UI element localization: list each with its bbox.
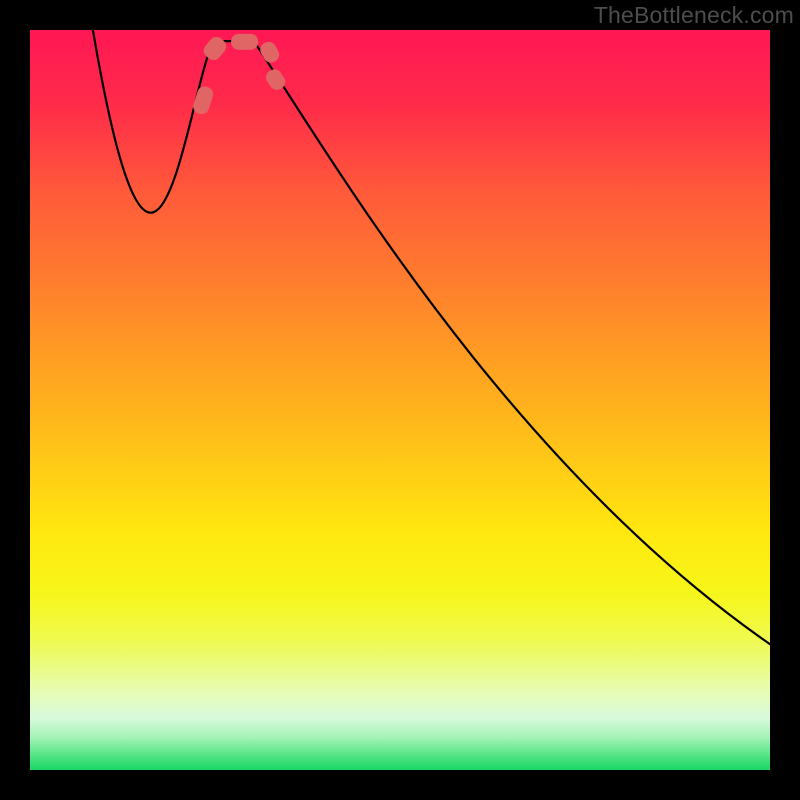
bottleneck-curve-chart xyxy=(0,0,800,800)
curve-marker xyxy=(232,34,258,49)
plot-background xyxy=(30,30,770,770)
chart-frame: TheBottleneck.com xyxy=(0,0,800,800)
